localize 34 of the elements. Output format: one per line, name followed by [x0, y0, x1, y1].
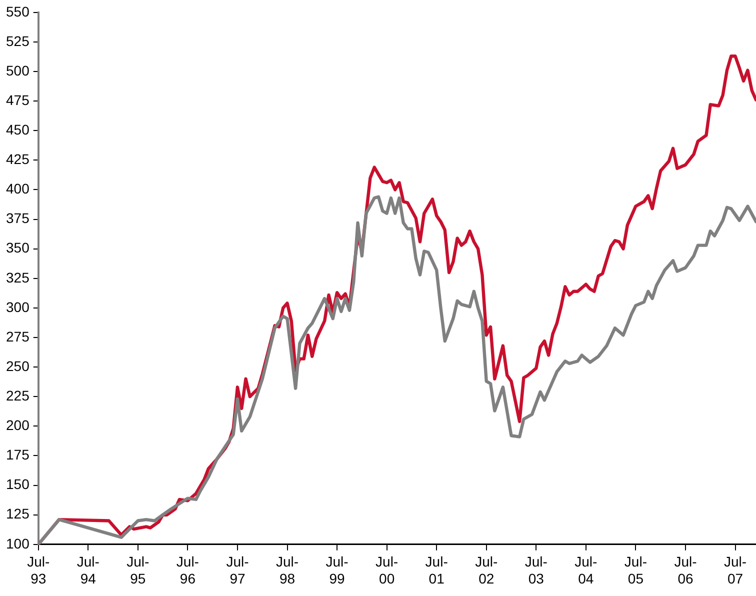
x-tick-label: Jul- 02: [475, 554, 498, 586]
y-tick-label: 225: [6, 387, 30, 404]
x-tick-label: Jul- 00: [376, 554, 398, 586]
x-tick-label: Jul- 07: [724, 554, 747, 586]
x-tick-label: Jul- 95: [126, 554, 150, 586]
x-tick-label: Jul- 96: [176, 554, 200, 586]
y-tick-label: 400: [6, 180, 30, 197]
x-tick-label: Jul- 93: [27, 554, 50, 586]
y-tick-label: 325: [6, 269, 30, 286]
y-tick-label: 175: [6, 446, 30, 463]
y-tick-label: 425: [6, 151, 30, 168]
y-tick-label: 125: [6, 506, 30, 522]
y-tick-label: 525: [6, 32, 30, 49]
x-tick-label: Jul- 01: [425, 554, 448, 586]
y-tick-label: 550: [6, 3, 30, 20]
y-tick-label: 100: [6, 535, 30, 552]
y-tick-label: 300: [6, 298, 30, 315]
y-tick-label: 375: [6, 210, 30, 226]
y-tick-label: 200: [6, 417, 30, 434]
y-tick-label: 450: [6, 121, 30, 138]
x-tick-label: Jul- 99: [326, 554, 349, 586]
x-tick-label: Jul- 03: [524, 554, 548, 586]
x-tick-label: Jul- 94: [76, 554, 100, 586]
x-tick-label: Jul- 05: [624, 554, 648, 586]
x-tick-label: Jul- 04: [574, 554, 598, 586]
x-tick-label: Jul- 97: [226, 554, 250, 586]
y-tick-label: 500: [6, 62, 30, 78]
y-tick-label: 350: [6, 240, 30, 256]
y-tick-label: 150: [6, 476, 30, 492]
x-tick-label: Jul- 98: [276, 554, 299, 586]
y-tick-label: 275: [6, 328, 30, 344]
y-tick-label: 475: [6, 92, 30, 108]
x-tick-label: Jul- 06: [674, 554, 698, 586]
y-tick-label: 250: [6, 358, 30, 374]
